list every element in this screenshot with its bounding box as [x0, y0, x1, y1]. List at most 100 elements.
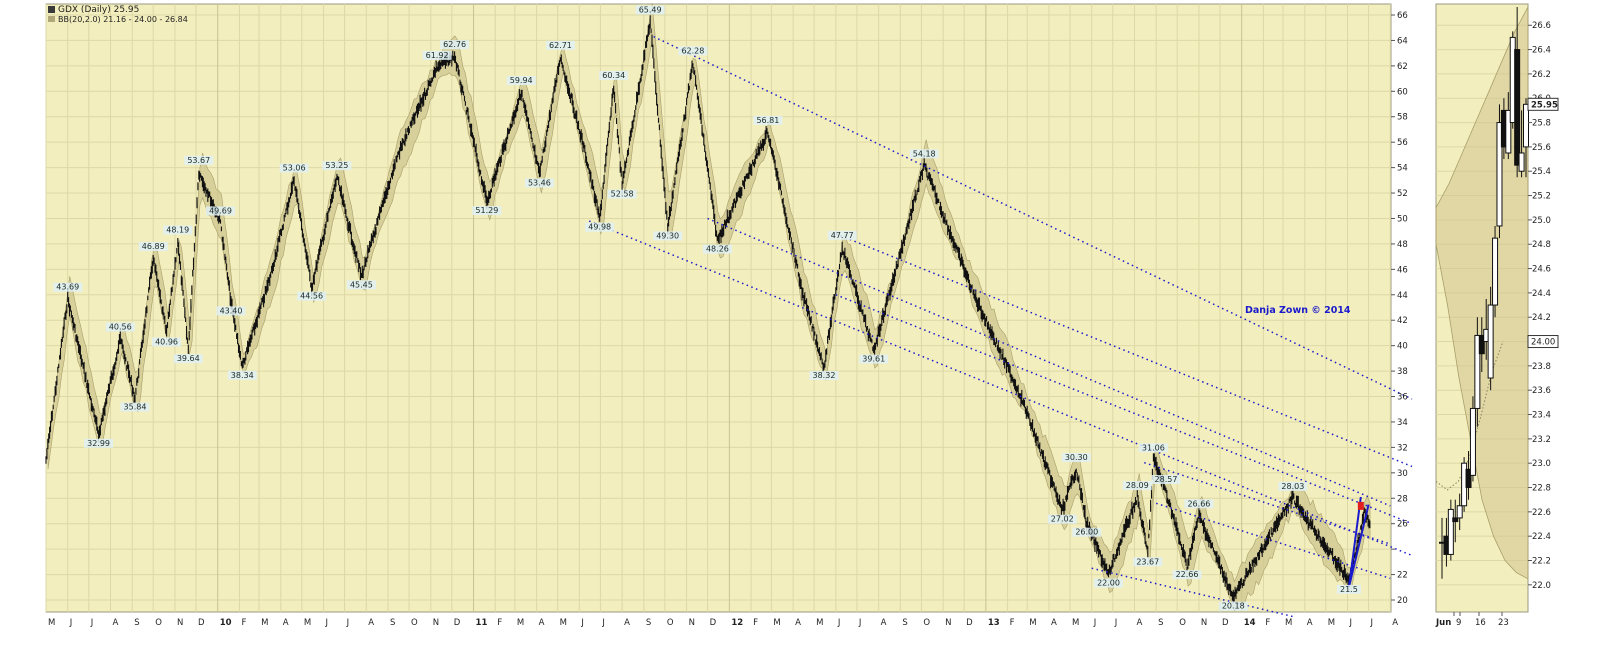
- x-tick-label: 11: [476, 618, 488, 628]
- y-tick-label: 56: [1397, 138, 1408, 148]
- price-label: 49.69: [209, 206, 232, 215]
- price-label-bg: [279, 163, 309, 173]
- price-label: 61.92: [426, 51, 449, 60]
- x-tick-label: A: [1136, 618, 1142, 628]
- side-x-tick-label: 9: [1456, 618, 1461, 628]
- main-x-axis: M J J A S O N D 10 F M A M J J A S O N D 11 F M A M J J A S O N D 12 F M A M…: [48, 618, 1398, 628]
- x-tick-label: 12: [731, 618, 743, 628]
- price-label-bg: [1218, 601, 1248, 611]
- price-label: 32.99: [87, 439, 110, 448]
- x-tick-label: F: [753, 618, 758, 628]
- price-label-bg: [227, 370, 257, 380]
- x-tick-label: N: [177, 618, 183, 628]
- candle-body: [1496, 122, 1503, 227]
- price-badge: [1527, 97, 1559, 111]
- x-tick-label: A: [1392, 618, 1398, 628]
- y-tick-label: 36: [1397, 393, 1408, 403]
- price-label-bg: [163, 225, 193, 235]
- candle-body: [1505, 109, 1512, 154]
- price-label-bg: [346, 280, 376, 290]
- price-badge-label: 24.00: [1531, 338, 1555, 348]
- indicator-icon: [48, 16, 55, 22]
- x-tick-label: O: [667, 618, 674, 628]
- x-tick-label: D: [1222, 618, 1229, 628]
- x-tick-label: S: [390, 618, 395, 628]
- y-tick-label: 60: [1397, 87, 1408, 97]
- price-label-bg: [216, 306, 246, 316]
- y-tick-label: 40: [1397, 342, 1408, 352]
- x-tick-label: J: [325, 618, 329, 628]
- side-y-tick-label: 22.6: [1532, 508, 1551, 518]
- price-label-bg: [1061, 453, 1091, 463]
- candle-body: [1465, 468, 1472, 489]
- price-label: 53.46: [528, 178, 551, 187]
- x-tick-label: 10: [220, 618, 232, 628]
- price-label-bg: [422, 50, 452, 60]
- x-tick-label: M: [1029, 618, 1036, 628]
- price-label-bg: [1122, 481, 1152, 491]
- price-label: 44.56: [300, 292, 323, 301]
- x-tick-label: N: [433, 618, 439, 628]
- price-label: 48.19: [166, 225, 189, 234]
- x-tick-label: M: [816, 618, 823, 628]
- header-icon: [48, 6, 55, 13]
- side-bollinger-band: [1435, 6, 1529, 580]
- x-tick-label: N: [1201, 618, 1207, 628]
- x-tick-label: J: [837, 618, 841, 628]
- x-tick-label: M: [1072, 618, 1079, 628]
- price-label-bg: [206, 206, 236, 216]
- x-tick-label: A: [283, 618, 289, 628]
- y-tick-label: 48: [1397, 240, 1408, 250]
- candle-body: [1518, 152, 1525, 172]
- x-tick-label: S: [646, 618, 651, 628]
- side-band-area: [1435, 6, 1529, 580]
- side-y-tick-label: 24.4: [1532, 289, 1551, 299]
- x-tick-label: J: [580, 618, 584, 628]
- price-label-bg: [105, 322, 135, 332]
- price-labels: 43.69 32.99 40.56 35.84 46.89 40.96 48.19 39.64…: [53, 5, 1361, 611]
- x-tick-label: O: [1179, 618, 1186, 628]
- price-label-bg: [702, 244, 732, 254]
- price-label: 56.81: [756, 116, 779, 125]
- side-y-tick-label: 23.2: [1532, 435, 1551, 445]
- indicator-legend: BB(20,2.0) 21.16 - 24.00 - 26.84: [58, 15, 188, 24]
- price-label: 27.02: [1051, 515, 1074, 524]
- price-label: 39.64: [177, 354, 200, 363]
- channel-line: [1144, 461, 1391, 545]
- side-y-tick-label: 22.4: [1532, 532, 1551, 542]
- side-y-tick-label: 25.8: [1532, 119, 1551, 129]
- side-x-axis: Jun 9 16 23: [1435, 612, 1509, 628]
- candle-body: [1492, 237, 1499, 306]
- x-tick-label: O: [411, 618, 418, 628]
- side-y-tick-label: 24.2: [1532, 313, 1551, 323]
- price-label: 38.32: [813, 371, 836, 380]
- x-tick-label: J: [858, 618, 862, 628]
- price-label-bg: [1278, 481, 1308, 491]
- x-tick-label: J: [69, 618, 73, 628]
- y-tick-label: 34: [1397, 418, 1408, 428]
- side-y-tick-label: 24.6: [1532, 265, 1551, 275]
- price-label: 28.09: [1126, 481, 1149, 490]
- candle-body: [1456, 505, 1463, 519]
- price-badge-label: 25.95: [1531, 100, 1558, 110]
- price-label-bg: [53, 282, 83, 292]
- candle-body: [1478, 334, 1485, 355]
- price-label: 40.96: [155, 337, 178, 346]
- x-tick-label: J: [1370, 618, 1374, 628]
- main-y-axis: 20 22 26 28 30 32 34 36 38 40 42 44 46 48 50 52 54 56 58 60…: [1391, 11, 1408, 606]
- price-label-bg: [506, 76, 536, 86]
- side-y-tick-label: 26.6: [1532, 21, 1551, 31]
- side-y-tick-label: 23.0: [1532, 459, 1551, 469]
- x-tick-label: S: [134, 618, 139, 628]
- channel-line: [1155, 502, 1391, 580]
- side-y-tick-label: 25.6: [1532, 143, 1551, 153]
- price-label-bg: [1047, 514, 1077, 524]
- side-y-axis: 22.0 22.2 22.4 22.6 22.8 23.0 23.2 23.4 23.6 23.8…: [1527, 21, 1559, 591]
- side-y-tick-label: 26.4: [1532, 46, 1551, 56]
- price-label: 62.71: [549, 41, 572, 50]
- side-y-tick-label: 24.8: [1532, 240, 1551, 250]
- x-tick-label: F: [241, 618, 246, 628]
- price-label: 21.5: [1340, 585, 1358, 594]
- price-label-bg: [173, 354, 203, 364]
